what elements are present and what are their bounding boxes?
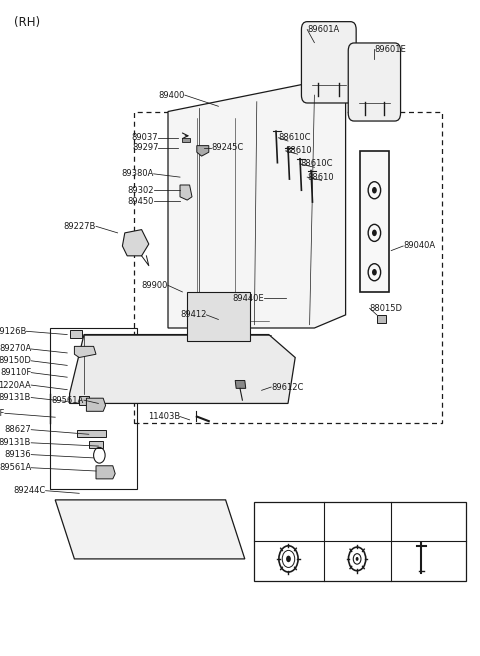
- Text: 89440E: 89440E: [232, 294, 264, 303]
- Polygon shape: [86, 398, 106, 411]
- Text: 89126B: 89126B: [0, 327, 26, 336]
- Text: 89270A: 89270A: [0, 344, 31, 354]
- Polygon shape: [96, 466, 115, 479]
- Polygon shape: [122, 230, 149, 256]
- Circle shape: [286, 556, 291, 562]
- Bar: [254, 502, 466, 581]
- Text: 88610C: 88610C: [278, 133, 311, 142]
- Text: 88627: 88627: [4, 425, 31, 434]
- Text: 89450: 89450: [127, 197, 154, 206]
- Text: 89136: 89136: [5, 450, 31, 459]
- Text: 1125DG: 1125DG: [405, 508, 438, 518]
- Text: 89900: 89900: [142, 281, 168, 290]
- Polygon shape: [180, 185, 192, 200]
- Polygon shape: [197, 146, 209, 156]
- Text: 88610: 88610: [286, 146, 312, 155]
- Text: 1220AA: 1220AA: [0, 380, 31, 390]
- Text: 88610: 88610: [307, 173, 334, 182]
- Text: 89131B: 89131B: [0, 438, 31, 447]
- Polygon shape: [360, 151, 389, 292]
- Text: 89601E: 89601E: [374, 45, 406, 54]
- Text: 89412: 89412: [180, 310, 206, 319]
- Polygon shape: [74, 346, 96, 358]
- Polygon shape: [168, 82, 346, 328]
- Polygon shape: [70, 335, 295, 403]
- Text: 88015D: 88015D: [370, 304, 403, 313]
- Text: 89601A: 89601A: [307, 25, 339, 34]
- Circle shape: [372, 269, 377, 276]
- Polygon shape: [182, 138, 190, 142]
- Text: 89561A: 89561A: [52, 396, 84, 405]
- Text: 88610C: 88610C: [300, 159, 333, 169]
- Text: 89430F: 89430F: [0, 409, 5, 418]
- Circle shape: [372, 230, 377, 236]
- Text: 89227B: 89227B: [64, 222, 96, 231]
- Text: 89561A: 89561A: [0, 463, 31, 472]
- Text: 89297: 89297: [132, 143, 158, 152]
- Text: 89150D: 89150D: [0, 356, 31, 365]
- Text: 89244C: 89244C: [13, 486, 46, 495]
- Circle shape: [372, 187, 377, 194]
- Text: 11403B: 11403B: [148, 412, 180, 421]
- Polygon shape: [77, 430, 106, 437]
- Text: 89040A: 89040A: [403, 241, 435, 251]
- Text: 89612C: 89612C: [271, 382, 303, 392]
- Polygon shape: [89, 441, 103, 448]
- Text: 89380A: 89380A: [121, 169, 154, 178]
- FancyBboxPatch shape: [348, 43, 400, 121]
- Text: 89131B: 89131B: [0, 393, 31, 402]
- FancyBboxPatch shape: [301, 22, 356, 103]
- Bar: [134, 112, 442, 423]
- Polygon shape: [55, 500, 245, 559]
- Polygon shape: [79, 396, 89, 405]
- Text: 89110F: 89110F: [0, 368, 31, 377]
- Polygon shape: [377, 315, 386, 323]
- Polygon shape: [235, 380, 246, 388]
- Text: (RH): (RH): [14, 16, 40, 30]
- Text: 89400: 89400: [158, 91, 185, 100]
- Text: 89302: 89302: [127, 186, 154, 195]
- Polygon shape: [70, 330, 82, 338]
- Text: 1327AD: 1327AD: [340, 508, 374, 518]
- Text: 1339CE: 1339CE: [272, 508, 305, 518]
- Circle shape: [356, 557, 359, 561]
- Text: 89245C: 89245C: [211, 143, 243, 152]
- Polygon shape: [187, 292, 250, 341]
- Text: 89037: 89037: [132, 133, 158, 142]
